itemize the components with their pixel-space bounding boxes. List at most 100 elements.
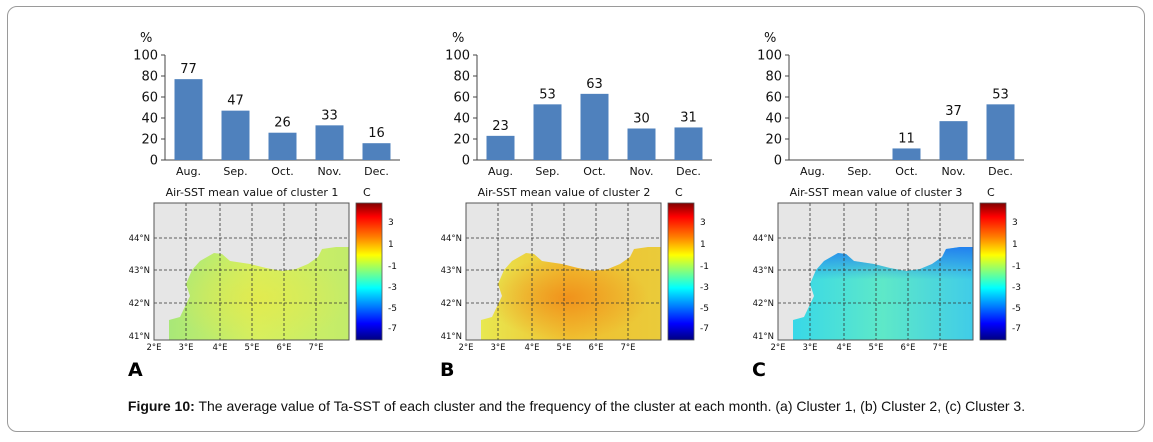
- colorbar: [979, 202, 1007, 341]
- x-tick-label: Oct.: [895, 165, 918, 178]
- bar-nov: [627, 128, 656, 160]
- colorbar-unit: C: [363, 186, 371, 199]
- lon-label: 5°E: [556, 343, 571, 353]
- caption-text: The average value of Ta-SST of each clus…: [198, 398, 1026, 414]
- y-tick-label: 100: [445, 49, 470, 64]
- bar-dec: [362, 143, 391, 160]
- y-tick-label: 0: [150, 154, 158, 169]
- bar-dec: [986, 104, 1015, 160]
- panel-a: % 0 20 40 60 80 100 77 Aug. 47 Sep. 26 Oct. 33 Nov. 16 D…: [128, 31, 400, 381]
- x-tick-label: Aug.: [800, 165, 825, 178]
- lon-label: 2°E: [146, 343, 161, 353]
- y-tick-label: 80: [141, 70, 158, 85]
- y-tick-label: 20: [765, 133, 782, 148]
- lon-label: 6°E: [276, 343, 291, 353]
- y-tick-label: 0: [774, 154, 782, 169]
- y-tick-label: 100: [133, 49, 158, 64]
- lon-label: 3°E: [178, 343, 193, 353]
- colorbar-tick-label: 3: [1012, 218, 1018, 228]
- bar-value-label: 47: [227, 94, 244, 109]
- bar-sep: [221, 110, 250, 160]
- bar-value-label: 77: [180, 62, 197, 77]
- x-tick-label: Sep.: [223, 165, 247, 178]
- colorbar-tick-label: -5: [700, 304, 709, 314]
- y-tick-label: 100: [757, 49, 782, 64]
- colorbar-tick-label: -3: [388, 283, 397, 293]
- bar-nov: [315, 125, 344, 160]
- colorbar-unit: C: [675, 186, 683, 199]
- lon-label: 7°E: [620, 343, 635, 353]
- x-tick-label: Nov.: [317, 165, 341, 178]
- y-tick-label: 0: [462, 154, 470, 169]
- x-tick-label: Dec.: [364, 165, 389, 178]
- colorbar: [667, 202, 695, 341]
- y-tick-label: 40: [141, 112, 158, 127]
- y-axis-label: %: [764, 31, 776, 46]
- bar-value-label: 16: [368, 126, 385, 141]
- bar-value-label: 11: [898, 131, 915, 146]
- colorbar-tick-label: 1: [1012, 240, 1018, 250]
- bar-oct: [580, 93, 609, 160]
- lat-label: 44°N: [753, 234, 774, 244]
- x-tick-label: Oct.: [271, 165, 294, 178]
- lon-label: 2°E: [458, 343, 473, 353]
- colorbar: [355, 202, 383, 341]
- colorbar-tick-label: 1: [700, 240, 706, 250]
- y-tick-label: 60: [141, 91, 158, 106]
- lat-label: 41°N: [753, 332, 774, 342]
- y-tick-label: 20: [453, 133, 470, 148]
- lon-label: 4°E: [524, 343, 539, 353]
- colorbar-tick-label: 3: [700, 218, 706, 228]
- x-tick-label: Aug.: [176, 165, 201, 178]
- colorbar-tick-label: -7: [700, 324, 709, 334]
- caption-label: Figure 10:: [127, 398, 195, 414]
- bar-value-label: 37: [945, 104, 962, 119]
- y-tick-label: 60: [453, 91, 470, 106]
- colorbar-tick-label: -3: [1012, 283, 1021, 293]
- lon-label: 7°E: [932, 343, 947, 353]
- lat-label: 44°N: [441, 234, 462, 244]
- lon-label: 5°E: [244, 343, 259, 353]
- lat-label: 42°N: [129, 299, 150, 309]
- lon-label: 2°E: [770, 343, 785, 353]
- lon-label: 7°E: [308, 343, 323, 353]
- bar-value-label: 33: [321, 108, 338, 123]
- bar-value-label: 63: [586, 77, 603, 92]
- panel-letter: A: [128, 359, 143, 381]
- bar-aug: [486, 135, 515, 160]
- lat-label: 43°N: [129, 266, 150, 276]
- colorbar-tick-label: -1: [700, 262, 709, 272]
- lon-label: 4°E: [212, 343, 227, 353]
- bar-value-label: 23: [492, 119, 509, 134]
- colorbar-tick-label: -5: [1012, 304, 1021, 314]
- panel-c: % 0 20 40 60 80 100 Aug. Sep. 11 Oct. 37 Nov. 53 Dec. A…: [752, 31, 1024, 381]
- map-border: [777, 202, 974, 341]
- lat-label: 43°N: [441, 266, 462, 276]
- colorbar-tick-label: -1: [1012, 262, 1021, 272]
- panel-letter: C: [752, 359, 766, 381]
- bar-dec: [674, 127, 703, 160]
- map-title: Air-SST mean value of cluster 2: [478, 186, 651, 199]
- bar-value-label: 31: [680, 110, 697, 125]
- lat-label: 42°N: [441, 299, 462, 309]
- colorbar-tick-label: -3: [700, 283, 709, 293]
- bar-value-label: 30: [633, 112, 650, 127]
- y-axis-label: %: [140, 31, 152, 46]
- figure-canvas: %02040608010077Aug.47Sep.26Oct.33Nov.16D…: [128, 31, 1024, 381]
- figure-caption: Figure 10: The average value of Ta-SST o…: [0, 398, 1153, 414]
- lon-label: 4°E: [836, 343, 851, 353]
- x-tick-label: Dec.: [988, 165, 1013, 178]
- y-tick-label: 40: [765, 112, 782, 127]
- colorbar-tick-label: -1: [388, 262, 397, 272]
- bar-value-label: 53: [992, 87, 1009, 102]
- lat-label: 41°N: [441, 332, 462, 342]
- lat-label: 41°N: [129, 332, 150, 342]
- x-tick-label: Dec.: [676, 165, 701, 178]
- map-border: [465, 202, 662, 341]
- bar-sep: [533, 104, 562, 160]
- map-border: [153, 202, 350, 341]
- lat-label: 43°N: [753, 266, 774, 276]
- map-title: Air-SST mean value of cluster 1: [166, 186, 339, 199]
- lon-label: 6°E: [900, 343, 915, 353]
- y-tick-label: 80: [765, 70, 782, 85]
